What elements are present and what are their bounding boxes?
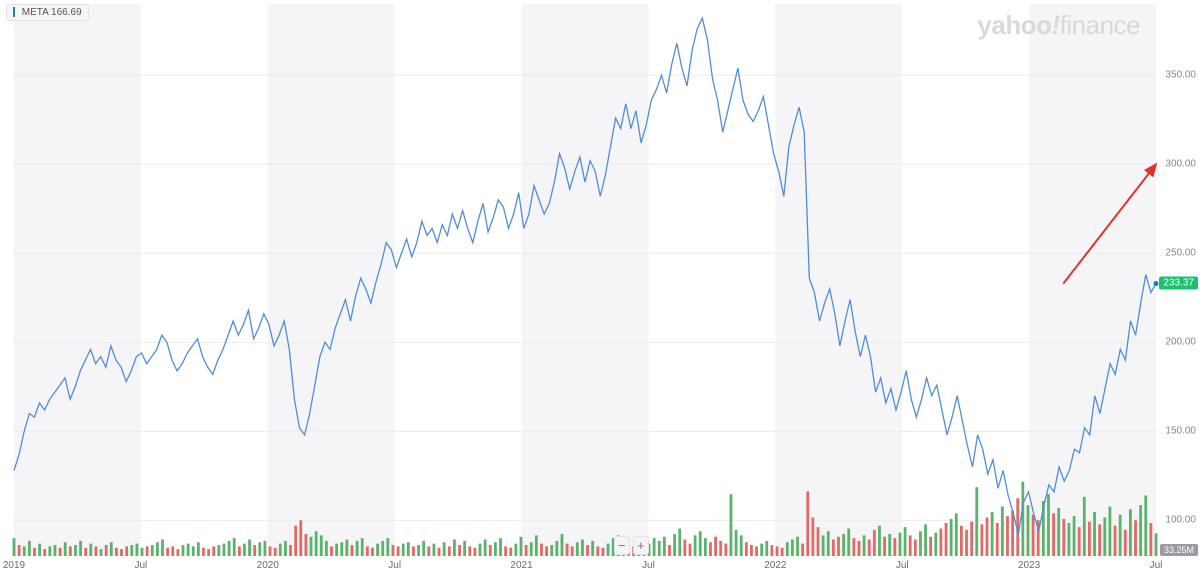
y-axis-label: 150.00: [1165, 426, 1196, 437]
x-axis-label: 2022: [764, 560, 786, 571]
y-axis-label: 300.00: [1165, 159, 1196, 170]
watermark-logo: yahoo!finance: [977, 10, 1140, 41]
y-axis-label: 350.00: [1165, 70, 1196, 81]
ticker-badge[interactable]: META 166.69: [6, 4, 89, 21]
y-axis-label: 250.00: [1165, 248, 1196, 259]
chart-svg: [0, 0, 1200, 573]
ticker-last: 166.69: [51, 7, 82, 18]
y-axis-label: 100.00: [1165, 515, 1196, 526]
current-price-tag: 233.37: [1159, 276, 1198, 289]
ticker-color-bar: [13, 7, 15, 17]
x-axis-label: Jul: [134, 560, 147, 571]
zoom-out-button[interactable]: −: [614, 536, 630, 555]
x-axis-label: Jul: [642, 560, 655, 571]
x-axis-label: Jul: [896, 560, 909, 571]
stock-chart: META 166.69 yahoo!finance − + 100.00 150.…: [0, 0, 1200, 573]
x-axis-label: 2019: [3, 560, 25, 571]
x-axis-label: 2020: [257, 560, 279, 571]
x-axis-label: Jul: [1150, 560, 1163, 571]
volume-tag: 33.25M: [1160, 544, 1198, 556]
x-axis-label: 2021: [510, 560, 532, 571]
zoom-in-button[interactable]: +: [633, 536, 649, 555]
ticker-symbol: META: [22, 7, 48, 18]
x-axis-label: Jul: [388, 560, 401, 571]
y-axis-label: 200.00: [1165, 337, 1196, 348]
x-axis-label: 2023: [1018, 560, 1040, 571]
